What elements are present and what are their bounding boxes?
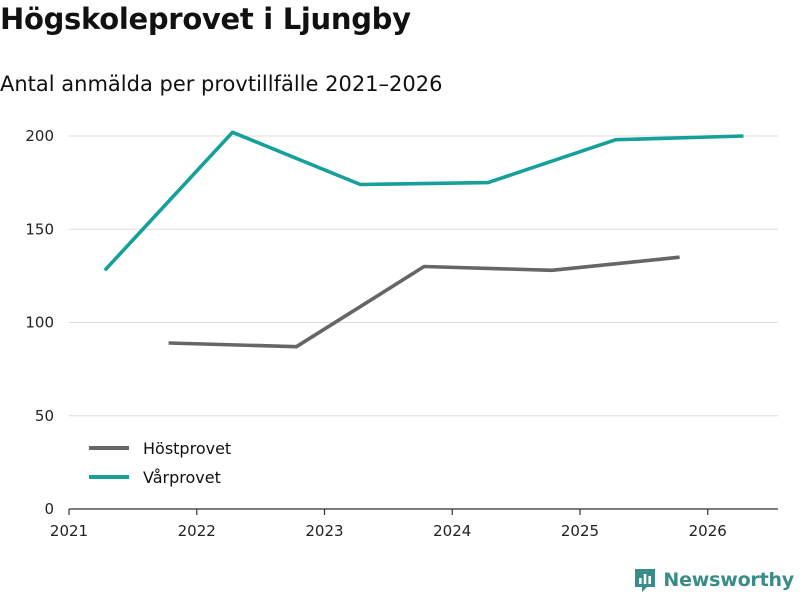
legend-label: Höstprovet bbox=[143, 439, 231, 458]
y-tick-label: 0 bbox=[44, 500, 54, 518]
series-lines bbox=[103, 130, 744, 349]
series-line-h-stprovet bbox=[168, 255, 680, 349]
x-tick-label: 2026 bbox=[689, 522, 727, 540]
chart-subtitle: Antal anmälda per provtillfälle 2021–202… bbox=[0, 72, 443, 96]
brand-name: Newsworthy bbox=[663, 569, 794, 591]
brand-logo: Newsworthy bbox=[633, 566, 794, 594]
y-tick-label: 100 bbox=[25, 314, 54, 332]
x-tick-label: 2024 bbox=[433, 522, 471, 540]
legend-label: Vårprovet bbox=[143, 468, 221, 487]
x-tick-label: 2025 bbox=[561, 522, 599, 540]
x-tick-label: 2022 bbox=[178, 522, 216, 540]
y-tick-label: 200 bbox=[25, 127, 54, 145]
x-axis: 2021 2022 2023 2024 2025 2026 bbox=[50, 508, 778, 540]
series-line-v-rprovet bbox=[103, 130, 744, 272]
legend: Höstprovet Vårprovet bbox=[89, 439, 231, 487]
gridlines bbox=[69, 135, 778, 417]
newsworthy-icon bbox=[635, 569, 656, 592]
x-tick-label: 2021 bbox=[50, 522, 88, 540]
y-tick-label: 50 bbox=[35, 407, 54, 425]
y-tick-label: 150 bbox=[25, 220, 54, 238]
chart-title: Högskoleprovet i Ljungby bbox=[0, 2, 411, 36]
x-tick-label: 2023 bbox=[305, 522, 343, 540]
y-axis: 0 50 100 150 200 bbox=[25, 127, 54, 518]
